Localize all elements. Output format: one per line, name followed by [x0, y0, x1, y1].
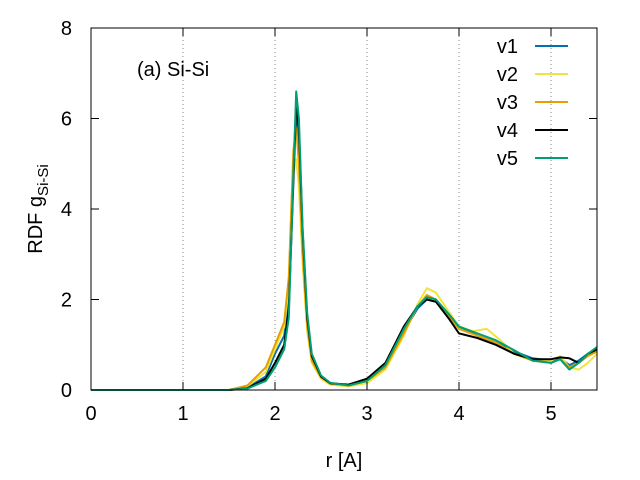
legend-label-v4: v4	[497, 120, 518, 142]
legend-label-v3: v3	[497, 92, 518, 114]
legend: v1 v2 v3 v4 v5	[497, 36, 568, 170]
y-tick-label: 2	[61, 290, 72, 312]
chart-annotation: (a) Si-Si	[137, 59, 209, 81]
y-tick-label: 0	[61, 380, 72, 402]
x-axis-title: r [A]	[326, 450, 363, 472]
series-lines	[91, 90, 598, 391]
series-line-v5	[91, 90, 598, 391]
x-tick-label: 0	[85, 403, 96, 425]
legend-label-v1: v1	[497, 36, 518, 58]
x-tick-label: 1	[177, 403, 188, 425]
x-tick-label: 2	[269, 403, 280, 425]
legend-label-v2: v2	[497, 64, 518, 86]
x-tick-label: 4	[453, 403, 464, 425]
plot-frame	[90, 27, 598, 391]
y-tick-label: 8	[61, 18, 72, 40]
y-axis-title-main: RDF g	[25, 196, 47, 254]
x-tick-label: 3	[361, 403, 372, 425]
axis-ticks: 0 1 2 3 4 5 0 2 4 6 8	[61, 18, 597, 425]
y-axis-title-subscript: Si-Si	[35, 164, 52, 196]
series-line-v4	[91, 103, 598, 391]
x-tick-label: 5	[545, 403, 556, 425]
legend-label-v5: v5	[497, 148, 518, 170]
y-axis-title: RDF gSi-Si	[25, 164, 52, 253]
y-tick-label: 4	[61, 199, 72, 221]
series-line-v3	[91, 126, 598, 391]
y-tick-label: 6	[61, 109, 72, 131]
series-line-v1	[91, 108, 598, 391]
grid-lines	[182, 28, 552, 390]
